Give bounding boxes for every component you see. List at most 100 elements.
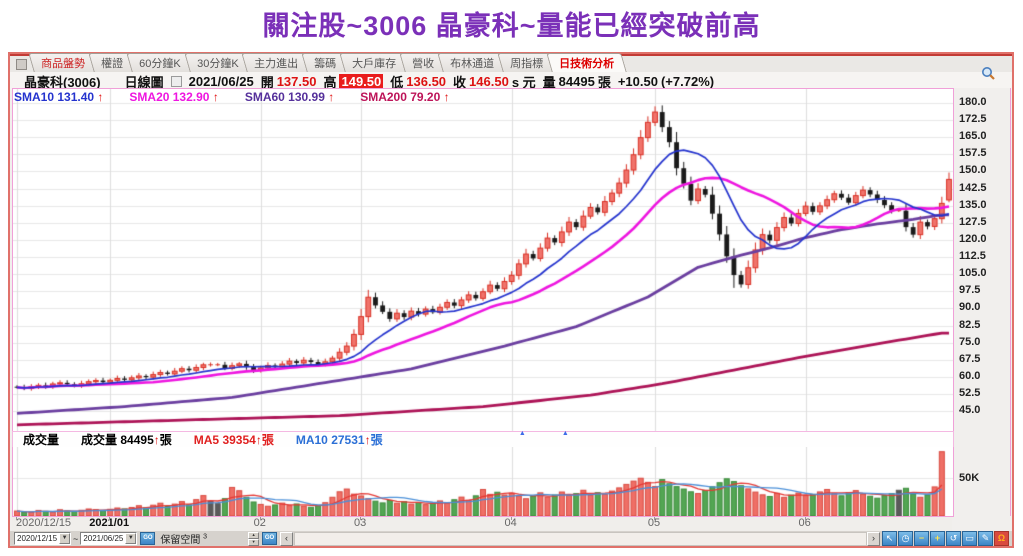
change-pct: (+7.72%) [660, 73, 715, 89]
scrollbar-track[interactable] [294, 531, 867, 546]
price-tick-label: 127.5 [959, 215, 987, 228]
volume-pane-title: 成交量 [23, 433, 60, 447]
price-tick-label: 112.5 [959, 250, 986, 263]
chart-window: 商品盤勢 權證 60分鐘K 30分鐘K 主力進出 籌碼 大戶庫存 營收 布林通道 周指標 日技術分析… [8, 52, 1014, 548]
volume-value: 84495 [558, 73, 595, 89]
unit-suffix: s 元 [511, 74, 536, 90]
x-axis-tick [259, 516, 261, 520]
chart-toolbar: ↖ ◷ − + ↺ ▭ ✎ Ω [882, 531, 1009, 546]
reserve-space-label: 保留空間 3 [160, 533, 208, 546]
volume-ma10: MA10 27531↑張 [295, 433, 383, 447]
range-separator: ~ [73, 533, 79, 544]
price-tick-label: 142.5 [959, 181, 987, 194]
tab-11[interactable]: 日技術分析 [546, 53, 627, 72]
spin-down-icon: ▼ [248, 538, 260, 546]
chevron-down-icon[interactable]: ▼ [125, 533, 137, 544]
volume-legend: 成交量 成交量 84495↑張 MA5 39354↑張 MA10 27531↑張… [12, 430, 954, 447]
x-axis: 2020/12/15 2021/01 02 03 04 05 06 [12, 516, 952, 531]
date-from-select[interactable]: 2020/12/15 ▼ [14, 532, 72, 545]
open-label: 開 [260, 74, 274, 90]
price-tick-label: 105.0 [959, 267, 987, 280]
x-axis-label: 05 [647, 517, 661, 529]
tab-bar-tabs: 商品盤勢 權證 60分鐘K 30分鐘K 主力進出 籌碼 大戶庫存 營收 布林通道 周指標 日技術分析 [28, 53, 627, 72]
period-label: 日線圖 [124, 74, 164, 90]
price-tick-label: 97.5 [959, 284, 981, 297]
signal-marker-icon: ▲ [561, 430, 569, 437]
volume-chart[interactable] [13, 446, 953, 516]
stock-name: 晶豪科(3006) [24, 74, 101, 90]
control-bar: 2020/12/15 ▼ ~ 2021/06/25 ▼ GO 保留空間 3 ▲ ▼… [10, 531, 1012, 546]
price-tick-label: 172.5 [959, 113, 987, 126]
alert-bell-icon[interactable]: Ω [994, 531, 1009, 546]
x-axis-label: 06 [798, 517, 811, 529]
volume-unit: 張 [597, 74, 611, 90]
go-button[interactable]: GO [140, 532, 156, 545]
volume-total: 成交量 84495↑張 [81, 433, 172, 447]
volume-label: 量 [542, 74, 556, 90]
magnifier-icon[interactable] [981, 66, 996, 84]
x-axis-tick [804, 516, 806, 520]
zoom-in-icon[interactable]: + [930, 531, 945, 546]
x-axis-tick [654, 516, 656, 520]
date-to-select[interactable]: 2021/06/25 ▼ [80, 532, 138, 545]
sma-legend-item-3: SMA60 130.99 ↑ [244, 90, 335, 104]
date-checkbox[interactable] [170, 75, 182, 87]
x-axis-tick [510, 516, 512, 520]
volume-tick-label: 50K [959, 471, 980, 484]
low-label: 低 [390, 74, 404, 90]
volume-chart-pane[interactable] [12, 446, 954, 517]
price-tick-label: 135.0 [959, 198, 987, 211]
price-tick-label: 52.5 [959, 387, 981, 399]
chevron-down-icon[interactable]: ▼ [59, 533, 71, 544]
change-value: +10.50 [617, 73, 658, 89]
tab-5[interactable]: 主力進出 [241, 53, 311, 72]
go-button-2[interactable]: GO [262, 532, 278, 545]
tab-4[interactable]: 30分鐘K [183, 53, 251, 72]
price-chart-pane[interactable] [12, 88, 954, 432]
clock-icon[interactable]: ◷ [898, 531, 913, 546]
price-tick-label: 90.0 [959, 301, 981, 314]
page-title: 關注股~3006 晶豪科~量能已經突破前高 [262, 11, 761, 41]
x-axis-tick [360, 516, 362, 520]
spin-up-icon: ▲ [248, 531, 260, 539]
reserve-spinner[interactable]: ▲ ▼ [248, 531, 260, 546]
price-axis: 180.0 172.5 165.0 157.5 150.0 142.5 135.0 127.5… [954, 88, 1011, 516]
x-axis-label: 02 [253, 517, 266, 529]
high-label: 高 [323, 74, 337, 90]
pencil-icon[interactable]: ✎ [978, 531, 993, 546]
tab-9[interactable]: 布林通道 [437, 53, 507, 72]
price-tick-label: 165.0 [959, 130, 987, 143]
volume-ma5: MA5 39354↑張 [193, 433, 274, 447]
x-axis-label: 03 [353, 517, 367, 529]
close-label: 收 [453, 74, 467, 90]
low-value: 136.50 [406, 73, 447, 89]
restore-icon[interactable]: ↺ [946, 531, 961, 546]
zoom-out-icon[interactable]: − [914, 531, 929, 546]
tab-bar: 商品盤勢 權證 60分鐘K 30分鐘K 主力進出 籌碼 大戶庫存 營收 布林通道 周指標 日技術分析 [10, 53, 1012, 72]
close-value: 146.50 [469, 73, 509, 89]
price-tick-label: 150.0 [959, 164, 987, 177]
x-axis-tick [16, 516, 17, 520]
price-tick-label: 120.0 [959, 232, 987, 245]
grid-icon [16, 59, 27, 70]
price-tick-label: 45.0 [959, 404, 981, 417]
scroll-right-button[interactable]: › [867, 531, 880, 546]
tab-7[interactable]: 大戶庫存 [339, 53, 409, 72]
open-value: 137.50 [276, 73, 317, 89]
tab-3[interactable]: 60分鐘K [126, 53, 194, 72]
x-axis-label: 04 [504, 517, 517, 529]
x-axis-label: 2020/12/15 [16, 517, 72, 529]
cursor-icon[interactable]: ↖ [882, 531, 897, 546]
info-bar: 晶豪科(3006) 日線圖 2021/06/25 開 137.50 高 149.… [10, 67, 1012, 90]
sma-legend: SMA10 131.40 ↑ SMA20 132.90 ↑ SMA60 130.99… [14, 90, 714, 104]
tab-1[interactable]: 商品盤勢 [28, 53, 98, 72]
price-tick-label: 82.5 [959, 318, 981, 331]
sma-legend-item-4: SMA200 79.20 ↑ [360, 90, 450, 104]
scroll-left-button[interactable]: ‹ [280, 531, 294, 546]
quote-date: 2021/06/25 [188, 73, 254, 89]
window-icon[interactable]: ▭ [962, 531, 977, 546]
sma-legend-item-1: SMA10 131.40 ↑ [14, 90, 104, 104]
candlestick-chart[interactable] [13, 89, 953, 431]
price-tick-label: 157.5 [959, 147, 987, 160]
